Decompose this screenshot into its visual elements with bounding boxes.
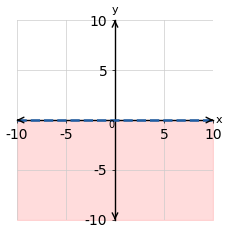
- Text: 0: 0: [108, 120, 114, 130]
- Text: y: y: [111, 5, 118, 15]
- Text: x: x: [215, 115, 222, 125]
